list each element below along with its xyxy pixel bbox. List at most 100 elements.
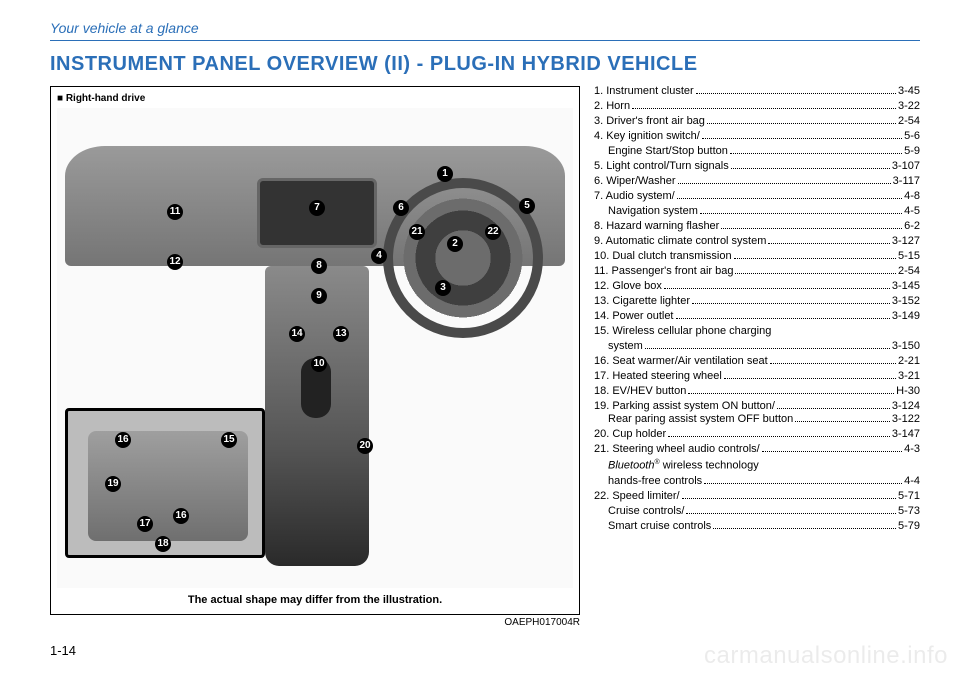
section-header: Your vehicle at a glance: [50, 20, 920, 41]
watermark: carmanualsonline.info: [704, 642, 948, 670]
list-item-page: 4-8: [904, 191, 920, 202]
list-item: 12. Glove box3-145: [594, 281, 920, 292]
list-item-page: 3-152: [892, 296, 920, 307]
leader-dots: [731, 161, 890, 169]
list-item-page: 5-6: [904, 131, 920, 142]
list-item-label: 14. Power outlet: [594, 311, 674, 322]
list-item-page: 3-21: [898, 371, 920, 382]
list-item-label: 6. Wiper/Washer: [594, 176, 676, 187]
list-item: 4. Key ignition switch/5-6: [594, 131, 920, 142]
leader-dots: [682, 491, 896, 499]
list-item-label: Navigation system: [608, 206, 698, 217]
list-item-label: 21. Steering wheel audio controls/: [594, 444, 760, 455]
list-item-label: 18. EV/HEV button: [594, 386, 686, 397]
list-item: 8. Hazard warning flasher6-2: [594, 221, 920, 232]
list-item: 21. Steering wheel audio controls/4-3: [594, 444, 920, 455]
leader-dots: [707, 116, 896, 124]
callout-7: 7: [309, 200, 325, 216]
list-item: 9. Automatic climate control system3-127: [594, 236, 920, 247]
callout-9: 9: [311, 288, 327, 304]
list-item: 14. Power outlet3-149: [594, 311, 920, 322]
list-item-label: 22. Speed limiter/: [594, 491, 680, 502]
leader-dots: [762, 444, 902, 452]
list-item-page: 4-5: [904, 206, 920, 217]
leader-dots: [704, 476, 902, 484]
page-title: INSTRUMENT PANEL OVERVIEW (II) - PLUG-IN…: [50, 53, 920, 76]
content-row: ■ Right-hand drive 123456789101112131415…: [50, 86, 920, 628]
callout-11: 11: [167, 204, 183, 220]
illustration-column: ■ Right-hand drive 123456789101112131415…: [50, 86, 580, 628]
list-item-page: 5-15: [898, 251, 920, 262]
callout-5: 5: [519, 198, 535, 214]
leader-dots: [724, 371, 896, 379]
list-item-page: 3-107: [892, 161, 920, 172]
list-item: system 3-150: [594, 341, 920, 352]
reference-list: 1. Instrument cluster3-452. Horn3-223. D…: [594, 86, 920, 628]
list-item: 6. Wiper/Washer3-117: [594, 176, 920, 187]
list-item-label: 2. Horn: [594, 101, 630, 112]
list-item-page: 2-54: [898, 266, 920, 277]
leader-dots: [734, 251, 896, 259]
list-item: Smart cruise controls5-79: [594, 521, 920, 532]
leader-dots: [686, 506, 896, 514]
leader-dots: [721, 221, 902, 229]
leader-dots: [713, 521, 896, 529]
list-item-page: H-30: [896, 386, 920, 397]
leader-dots: [688, 386, 894, 394]
leader-dots: [770, 356, 896, 364]
list-item-label: 9. Automatic climate control system: [594, 236, 766, 247]
list-item: Cruise controls/5-73: [594, 506, 920, 517]
list-item: Engine Start/Stop button5-9: [594, 146, 920, 157]
list-item: 19. Parking assist system ON button/3-12…: [594, 401, 920, 412]
leader-dots: [678, 176, 891, 184]
leader-dots: [730, 146, 902, 154]
leader-dots: [664, 281, 890, 289]
list-item: 13. Cigarette lighter3-152: [594, 296, 920, 307]
callout-1: 1: [437, 166, 453, 182]
page-number: 1-14: [50, 643, 76, 658]
list-item-page: 3-22: [898, 101, 920, 112]
callout-22: 22: [485, 224, 501, 240]
callout-18: 18: [155, 536, 171, 552]
list-item: hands-free controls4-4: [594, 476, 920, 487]
leader-dots: [768, 236, 889, 244]
callout-12: 12: [167, 254, 183, 270]
list-item: 22. Speed limiter/5-71: [594, 491, 920, 502]
list-item-label: 20. Cup holder: [594, 429, 666, 440]
image-reference-code: OAEPH017004R: [50, 617, 580, 628]
callout-3: 3: [435, 280, 451, 296]
callout-4: 4: [371, 248, 387, 264]
callout-17: 17: [137, 516, 153, 532]
list-item-page: 3-45: [898, 86, 920, 97]
leader-dots: [692, 296, 890, 304]
list-item: 1. Instrument cluster3-45: [594, 86, 920, 97]
leader-dots: [677, 191, 902, 199]
list-item-label: Bluetooth® wireless technology: [608, 459, 759, 472]
list-item-label: system: [608, 341, 643, 352]
list-item-label: 19. Parking assist system ON button/: [594, 401, 775, 412]
list-item-label: 16. Seat warmer/Air ventilation seat: [594, 356, 768, 367]
list-item: 2. Horn 3-22: [594, 101, 920, 112]
leader-dots: [632, 101, 896, 109]
list-item: 17. Heated steering wheel 3-21: [594, 371, 920, 382]
callout-8: 8: [311, 258, 327, 274]
list-item-label: Cruise controls/: [608, 506, 684, 517]
leader-dots: [777, 401, 890, 409]
list-item: 10. Dual clutch transmission5-15: [594, 251, 920, 262]
leader-dots: [700, 206, 902, 214]
list-item-page: 5-79: [898, 521, 920, 532]
callout-13: 13: [333, 326, 349, 342]
list-item-label: 7. Audio system/: [594, 191, 675, 202]
list-item-page: 4-3: [904, 444, 920, 455]
list-item-page: 3-150: [892, 341, 920, 352]
list-item-page: 2-21: [898, 356, 920, 367]
list-item-label: 17. Heated steering wheel: [594, 371, 722, 382]
callout-15: 15: [221, 432, 237, 448]
list-item-label: Engine Start/Stop button: [608, 146, 728, 157]
list-item: 18. EV/HEV button H-30: [594, 386, 920, 397]
leader-dots: [795, 414, 890, 422]
list-item-page: 3-145: [892, 281, 920, 292]
illustration-frame: ■ Right-hand drive 123456789101112131415…: [50, 86, 580, 615]
manual-page: Your vehicle at a glance INSTRUMENT PANE…: [0, 0, 960, 676]
callout-20: 20: [357, 438, 373, 454]
